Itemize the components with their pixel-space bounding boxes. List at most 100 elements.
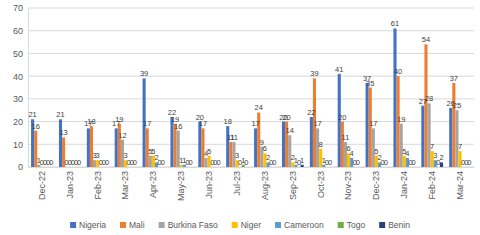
data-label: 21 [56, 110, 64, 119]
data-label: 22 [307, 108, 315, 117]
data-label: 0 [161, 158, 165, 167]
grid-line [28, 98, 474, 99]
data-label: 11 [230, 133, 238, 142]
x-axis: Dec-22 Jan-23 Feb-23 Mar-23 Apr-23 May-23 Jun-… [29, 167, 475, 201]
x-tick: Jan-24 [399, 167, 409, 199]
x-tick: Dec-23 [371, 167, 381, 200]
data-label: 17 [313, 119, 321, 128]
x-axis-line [29, 167, 475, 168]
y-tick-label: 70 [13, 3, 23, 13]
bar [428, 103, 431, 167]
x-tick-label: Dec-23 [371, 171, 381, 200]
grid-line [28, 144, 474, 145]
y-axis: 010203040506070 [13, 3, 29, 172]
data-label: 12 [118, 131, 126, 140]
legend-item: Burkina Faso [159, 220, 218, 230]
data-label: 41 [335, 65, 343, 74]
legend-item: Niger [232, 220, 261, 230]
data-label: 0 [49, 158, 53, 167]
legend-item: Mali [120, 220, 145, 230]
data-label: 18 [87, 117, 95, 126]
data-label: 17 [143, 119, 151, 128]
plot: 010203040506070Dec-22Jan-23Feb-23Mar-23A… [13, 3, 475, 201]
legend-swatch [379, 222, 385, 228]
legend-swatch [120, 222, 126, 228]
data-label: 37 [450, 74, 458, 83]
x-tick-label: Jul-23 [232, 171, 242, 196]
y-tick-label: 40 [13, 72, 23, 82]
series [37, 103, 458, 167]
x-tick-label: Nov-23 [343, 171, 353, 200]
legend-swatch [70, 222, 76, 228]
data-label: 16 [32, 122, 40, 131]
data-label: 1 [300, 156, 304, 165]
x-tick: Oct-23 [316, 167, 326, 198]
y-tick: 70 [13, 3, 28, 13]
bar [87, 128, 90, 167]
x-tick: Feb-23 [93, 167, 103, 200]
bar [341, 122, 344, 167]
x-tick-label: Oct-23 [316, 171, 326, 198]
data-label: 17 [199, 119, 207, 128]
y-axis-line [28, 9, 29, 168]
data-label: 61 [391, 19, 399, 28]
y-tick-label: 10 [13, 140, 23, 150]
legend-swatch [338, 222, 344, 228]
data-label: 0 [133, 158, 137, 167]
bar [180, 165, 183, 167]
data-label: 20 [338, 113, 346, 122]
data-label: 8 [319, 140, 323, 149]
data-label: 40 [394, 67, 402, 76]
data-label: 0 [356, 158, 360, 167]
x-tick: Dec-22 [37, 167, 47, 200]
x-tick-label: May-23 [176, 171, 186, 201]
legend-item: Nigeria [70, 220, 106, 230]
y-tick-label: 20 [13, 117, 23, 127]
legend-label: Cameroon [284, 220, 324, 230]
bars [31, 28, 462, 167]
grid-line [28, 53, 474, 54]
data-label: 0 [244, 158, 248, 167]
legend-label: Mali [129, 220, 145, 230]
y-tick-label: 60 [13, 26, 23, 36]
x-tick-label: Mar-23 [120, 171, 130, 200]
y-tick: 20 [13, 117, 28, 127]
x-tick: May-23 [176, 167, 186, 201]
data-label: 7 [430, 142, 434, 151]
series [34, 44, 455, 167]
legend-swatch [232, 222, 238, 228]
x-tick: Jul-23 [232, 167, 242, 196]
x-tick-label: Jan-23 [65, 171, 75, 199]
data-label: 19 [397, 115, 405, 124]
data-label: 25 [453, 101, 461, 110]
data-label: 14 [286, 126, 294, 135]
data-label: 21 [28, 110, 36, 119]
x-tick-label: Jan-24 [399, 171, 409, 199]
data-label: 0 [412, 158, 416, 167]
data-label: 0 [272, 158, 276, 167]
chart: 010203040506070Dec-22Jan-23Feb-23Mar-23A… [0, 0, 480, 235]
x-tick: Aug-23 [260, 167, 270, 200]
data-label: 24 [255, 103, 263, 112]
legend-label: Burkina Faso [168, 220, 218, 230]
data-label: 0 [467, 158, 471, 167]
bar [59, 119, 62, 167]
data-label: 19 [115, 115, 123, 124]
data-label: 0 [384, 158, 388, 167]
x-tick-label: Jun-23 [204, 171, 214, 199]
data-label: 11 [342, 133, 350, 142]
x-tick-label: Feb-24 [427, 171, 437, 200]
bar [452, 83, 455, 167]
data-label: 18 [224, 117, 232, 126]
x-tick: Apr-23 [148, 167, 158, 198]
data-label: 13 [59, 128, 67, 137]
y-tick: 40 [13, 72, 28, 82]
data-label: 17 [251, 119, 259, 128]
data-label: 16 [174, 122, 182, 131]
x-tick: Feb-24 [427, 167, 437, 200]
data-label: 39 [310, 69, 318, 78]
legend-swatch [159, 222, 165, 228]
data-label: 39 [140, 69, 148, 78]
bar [455, 110, 458, 167]
data-label: 5 [207, 147, 211, 156]
